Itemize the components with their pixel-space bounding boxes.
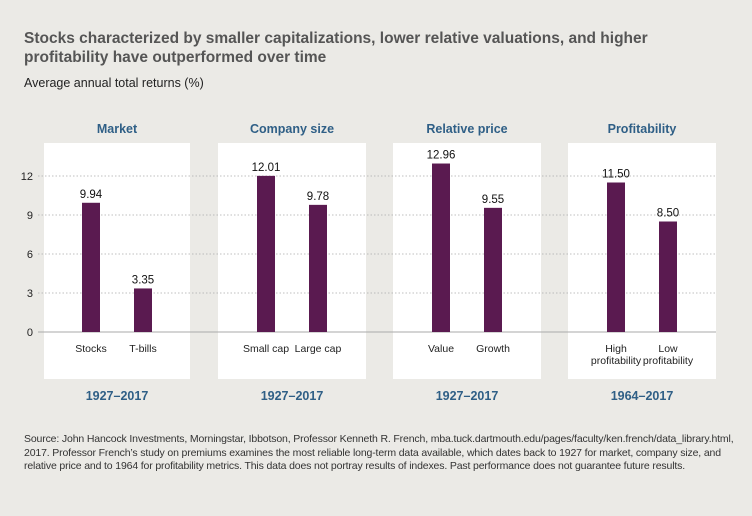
category-label: High xyxy=(605,343,627,355)
y-tick-label: 12 xyxy=(21,171,33,183)
data-label: 3.35 xyxy=(132,274,154,286)
data-label: 12.96 xyxy=(427,150,456,162)
bar xyxy=(257,175,275,332)
data-label: 9.55 xyxy=(482,194,504,206)
bar xyxy=(134,288,152,332)
period-label: 1927–2017 xyxy=(86,389,149,403)
data-label: 9.94 xyxy=(80,189,103,201)
category-label: Stocks xyxy=(75,343,107,355)
bar xyxy=(607,182,625,332)
data-label: 9.78 xyxy=(307,191,329,203)
group-title: Market xyxy=(97,122,138,136)
bar xyxy=(659,221,677,332)
bar xyxy=(484,207,502,332)
panel-market xyxy=(44,143,190,379)
chart-title: Stocks characterized by smaller capitali… xyxy=(24,30,648,66)
bar xyxy=(309,204,327,332)
period-label: 1927–2017 xyxy=(261,389,324,403)
y-tick-label: 9 xyxy=(27,210,33,222)
category-label: Large cap xyxy=(295,343,342,355)
panel-company-size xyxy=(218,143,366,379)
group-title: Relative price xyxy=(426,122,507,136)
period-label: 1964–2017 xyxy=(611,389,674,403)
chart-subtitle: Average annual total returns (%) xyxy=(24,76,204,90)
category-label: T-bills xyxy=(129,343,156,355)
bar xyxy=(82,202,100,332)
group-title: Profitability xyxy=(608,122,677,136)
category-label: profitability xyxy=(591,355,642,367)
y-tick-label: 6 xyxy=(27,249,33,261)
category-label: profitability xyxy=(643,355,694,367)
data-label: 11.50 xyxy=(602,169,630,181)
period-label: 1927–2017 xyxy=(436,389,499,403)
y-tick-label: 3 xyxy=(27,288,33,300)
data-label: 12.01 xyxy=(252,162,281,174)
category-label: Growth xyxy=(476,343,510,355)
source-note: Source: John Hancock Investments, Mornin… xyxy=(24,433,734,472)
bar xyxy=(432,163,450,332)
category-label: Small cap xyxy=(243,343,289,355)
panel-profitability xyxy=(568,143,716,379)
category-label: Low xyxy=(658,343,678,355)
y-tick-label: 0 xyxy=(27,327,33,339)
data-label: 8.50 xyxy=(657,208,679,220)
panel-relative-price xyxy=(393,143,541,379)
group-title: Company size xyxy=(250,122,334,136)
category-label: Value xyxy=(428,343,454,355)
